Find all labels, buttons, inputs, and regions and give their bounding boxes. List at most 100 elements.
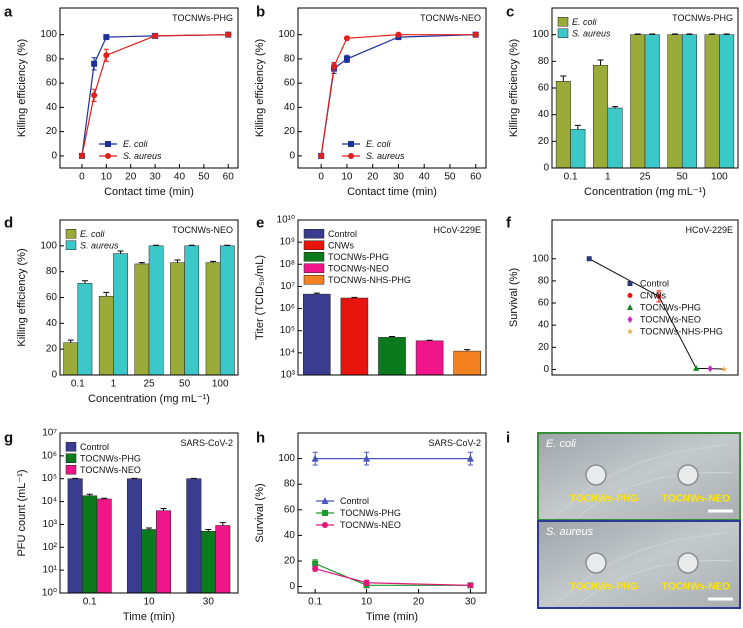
annotation: SARS-CoV-2 bbox=[180, 438, 233, 448]
annotation: SARS-CoV-2 bbox=[428, 438, 481, 448]
bar bbox=[215, 525, 231, 594]
y-tick-label: 10⁷ bbox=[42, 428, 57, 439]
legend-marker bbox=[321, 497, 329, 504]
x-axis-label: Concentration (mg mL⁻¹) bbox=[584, 186, 706, 198]
legend-swatch bbox=[557, 28, 569, 38]
marker bbox=[395, 31, 402, 38]
plot-frame bbox=[551, 219, 739, 376]
marker bbox=[363, 454, 371, 462]
plot-frame bbox=[551, 7, 739, 169]
legend-label: Control bbox=[340, 496, 369, 506]
sample-disc bbox=[585, 464, 607, 486]
bar bbox=[205, 262, 221, 376]
plot-frame bbox=[59, 432, 239, 594]
y-tick-label: 10² bbox=[43, 542, 58, 553]
y-tick-label: 10⁵ bbox=[42, 473, 57, 484]
legend-marker bbox=[348, 153, 354, 159]
legend-marker bbox=[627, 316, 633, 323]
bar bbox=[681, 34, 697, 169]
legend-label: TOCNWs-NEO bbox=[328, 263, 389, 273]
error-bar bbox=[597, 59, 604, 66]
bar bbox=[570, 129, 586, 169]
marker bbox=[363, 579, 370, 586]
y-axis-label: Killing efficiency (%) bbox=[16, 39, 28, 137]
marker bbox=[103, 34, 110, 41]
bar bbox=[96, 498, 112, 594]
legend-marker bbox=[627, 304, 633, 310]
x-tick-label: 1 bbox=[111, 379, 117, 390]
legend-swatch bbox=[65, 229, 77, 239]
annotation: TOCNWs-PHG bbox=[672, 13, 733, 23]
error-bar bbox=[205, 528, 212, 532]
legend-marker bbox=[626, 328, 634, 335]
y-tick-label: 10⁷ bbox=[280, 281, 295, 292]
y-tick-label: 40 bbox=[284, 530, 296, 541]
marker bbox=[586, 256, 592, 262]
y-tick-label: 20 bbox=[284, 126, 296, 137]
y-tick-label: 0 bbox=[289, 581, 295, 592]
sample-label: TOCNWs-PHG bbox=[570, 494, 638, 505]
y-tick-label: 10³ bbox=[281, 370, 296, 381]
y-tick-label: 100 bbox=[40, 240, 57, 251]
legend-label: E. coli bbox=[80, 229, 106, 239]
x-tick-label: 25 bbox=[639, 172, 651, 183]
bar bbox=[340, 297, 369, 376]
y-tick-label: 0 bbox=[51, 370, 57, 381]
marker bbox=[312, 565, 319, 572]
x-tick-label: 30 bbox=[203, 597, 215, 608]
y-tick-label: 20 bbox=[284, 556, 296, 567]
legend-swatch bbox=[303, 275, 325, 285]
y-tick-label: 40 bbox=[46, 318, 58, 329]
legend-swatch bbox=[303, 263, 325, 273]
series-line bbox=[81, 34, 229, 156]
marker bbox=[152, 32, 159, 39]
bar bbox=[378, 337, 406, 376]
bar bbox=[77, 283, 93, 376]
x-axis-label: Contact time (min) bbox=[347, 186, 437, 198]
x-tick-label: 60 bbox=[223, 172, 235, 183]
panel-label: g bbox=[4, 430, 13, 447]
marker bbox=[720, 365, 728, 372]
series-line bbox=[314, 568, 471, 586]
legend-label: CNWs bbox=[328, 240, 354, 250]
legend-swatch bbox=[65, 453, 77, 463]
marker bbox=[103, 52, 110, 59]
marker bbox=[707, 365, 713, 373]
y-axis-label: Survival (%) bbox=[254, 483, 266, 542]
y-tick-label: 0 bbox=[289, 150, 295, 161]
bar bbox=[67, 478, 83, 594]
legend-label: TOCNWs-NEO bbox=[640, 315, 701, 325]
legend-swatch bbox=[65, 465, 77, 475]
x-tick-label: 0.1 bbox=[308, 597, 322, 608]
legend-label: TOCNWs-NHS-PHG bbox=[328, 275, 411, 285]
plot-frame bbox=[59, 219, 239, 376]
error-bar bbox=[86, 493, 93, 496]
y-tick-label: 60 bbox=[538, 298, 550, 309]
bar bbox=[303, 293, 331, 376]
sample-label: TOCNWs-NEO bbox=[662, 494, 730, 505]
marker bbox=[91, 92, 98, 99]
panel-label: c bbox=[506, 4, 514, 21]
marker bbox=[693, 364, 700, 371]
legend-label: S. aureus bbox=[572, 28, 611, 38]
y-axis-label: Killing efficiency (%) bbox=[508, 39, 520, 137]
error-bar bbox=[560, 75, 567, 82]
legend-label: Control bbox=[80, 442, 109, 452]
error-bar bbox=[117, 250, 124, 254]
y-tick-label: 10⁹ bbox=[280, 237, 295, 248]
bar bbox=[219, 245, 235, 376]
marker bbox=[225, 31, 232, 38]
series-line bbox=[320, 34, 476, 156]
marker bbox=[311, 454, 319, 462]
plot-frame bbox=[297, 7, 487, 169]
annotation: TOCNWs-NEO bbox=[172, 225, 233, 235]
y-tick-label: 10⁴ bbox=[42, 496, 57, 507]
x-tick-label: 20 bbox=[367, 172, 379, 183]
y-tick-label: 40 bbox=[46, 102, 58, 113]
y-tick-label: 20 bbox=[46, 344, 58, 355]
y-tick-label: 100 bbox=[278, 29, 295, 40]
series-line bbox=[81, 34, 229, 156]
x-tick-label: 100 bbox=[711, 172, 728, 183]
y-tick-label: 100 bbox=[278, 453, 295, 464]
y-tick-label: 10⁵ bbox=[280, 325, 295, 336]
